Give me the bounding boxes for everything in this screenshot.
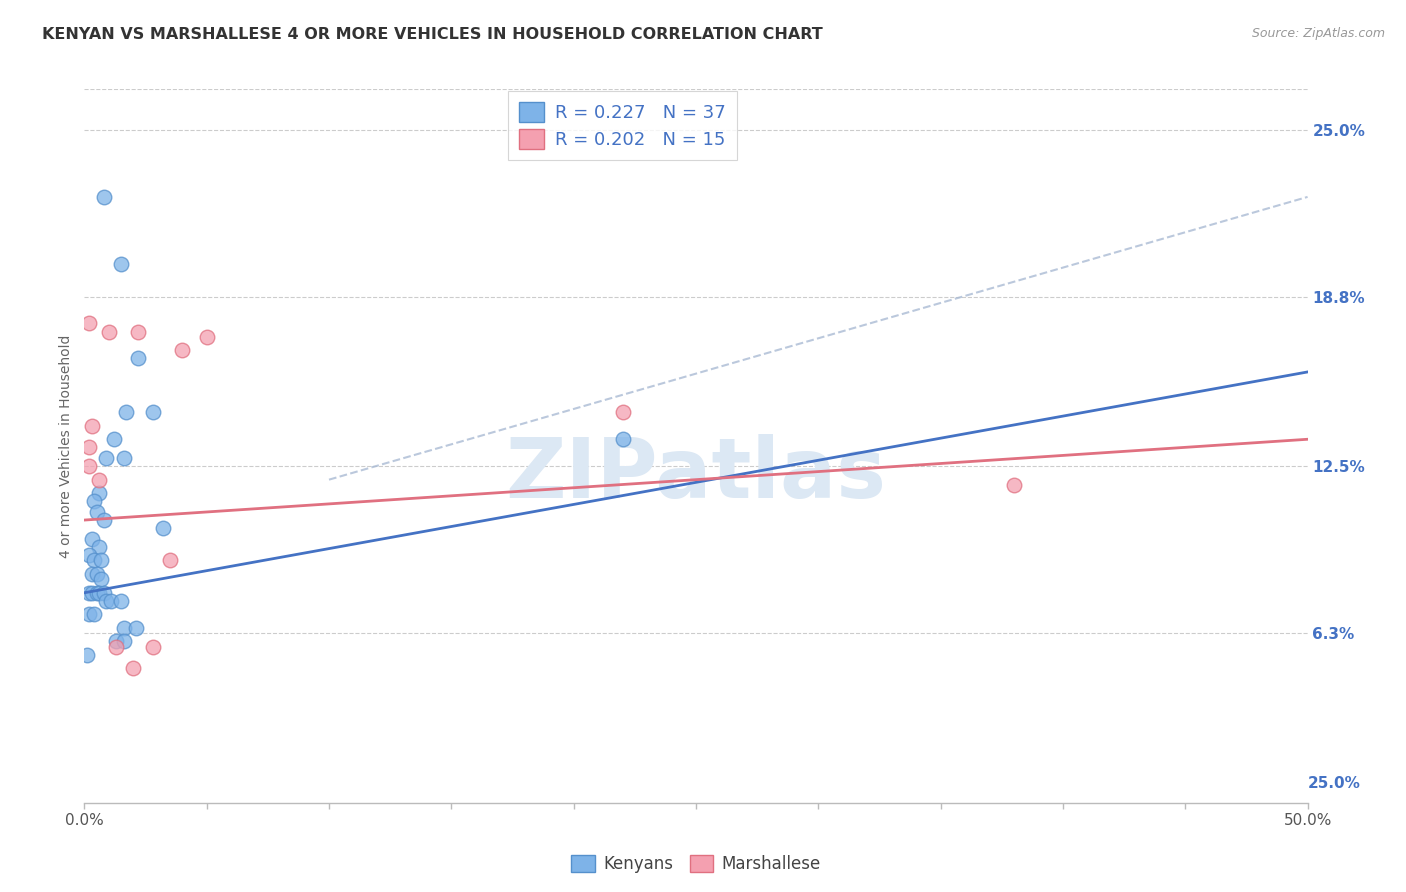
Point [80, 586, 103, 600]
Point [83, 553, 105, 567]
Point [122, 661, 145, 675]
Point [77, 459, 100, 474]
Point [93, 190, 115, 204]
Point [612, 432, 634, 446]
Point [77, 317, 100, 331]
Point [87, 586, 110, 600]
Point [77, 548, 100, 562]
Point [1002, 478, 1025, 492]
Point [105, 634, 128, 648]
Point [86, 566, 108, 581]
Point [77, 586, 100, 600]
Point [159, 553, 181, 567]
Point [93, 586, 115, 600]
Point [142, 405, 165, 419]
Point [77, 607, 100, 622]
Point [90, 572, 112, 586]
Point [97, 325, 120, 339]
Point [77, 441, 100, 455]
Point [87, 473, 110, 487]
Point [86, 586, 108, 600]
Point [83, 607, 105, 622]
Point [112, 451, 135, 466]
Y-axis label: 4 or more Vehicles in Household: 4 or more Vehicles in Household [59, 334, 73, 558]
Point [80, 418, 103, 433]
Point [127, 351, 149, 366]
Point [86, 505, 108, 519]
Text: KENYAN VS MARSHALLESE 4 OR MORE VEHICLES IN HOUSEHOLD CORRELATION CHART: KENYAN VS MARSHALLESE 4 OR MORE VEHICLES… [42, 27, 823, 42]
Point [195, 330, 218, 344]
Point [110, 257, 132, 271]
Point [93, 513, 115, 527]
Point [112, 621, 135, 635]
Point [87, 540, 110, 554]
Point [96, 594, 118, 608]
Point [90, 553, 112, 567]
Point [127, 325, 149, 339]
Point [115, 405, 138, 419]
Text: 25.0%: 25.0% [1308, 776, 1361, 791]
Point [103, 432, 125, 446]
Point [125, 621, 148, 635]
Legend: Kenyans, Marshallese: Kenyans, Marshallese [565, 848, 827, 880]
Point [76, 648, 98, 662]
Text: Source: ZipAtlas.com: Source: ZipAtlas.com [1251, 27, 1385, 40]
Point [80, 566, 103, 581]
Point [110, 594, 132, 608]
Point [152, 521, 174, 535]
Point [80, 532, 103, 546]
Point [100, 594, 122, 608]
Point [96, 451, 118, 466]
Point [612, 405, 634, 419]
Point [112, 634, 135, 648]
Point [172, 343, 194, 358]
Point [105, 640, 128, 654]
Point [83, 494, 105, 508]
Text: ZIPatlas: ZIPatlas [506, 434, 886, 515]
Point [87, 486, 110, 500]
Point [142, 640, 165, 654]
